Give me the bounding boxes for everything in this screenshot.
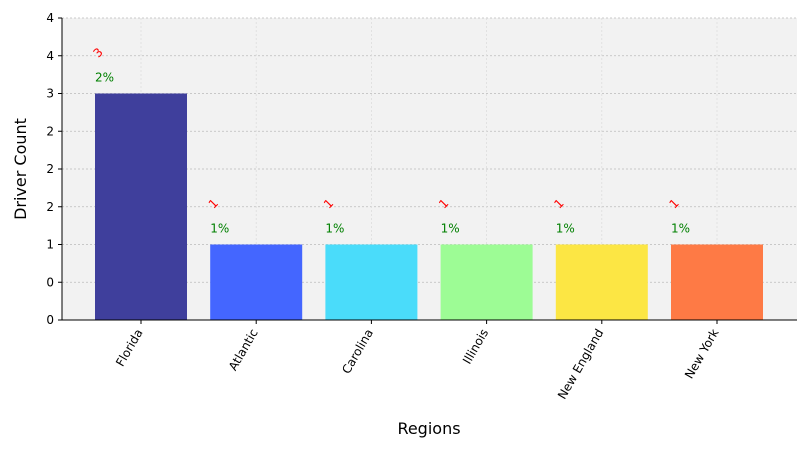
y-tick-label: 4	[46, 11, 54, 25]
x-tick-label: Carolina	[339, 327, 376, 377]
x-tick-label: New England	[555, 327, 606, 402]
y-tick-label: 0	[46, 275, 54, 289]
bar	[95, 93, 187, 320]
bar	[325, 244, 418, 320]
percent-label: 2%	[95, 71, 114, 85]
bar	[671, 244, 763, 320]
percent-label: 1%	[210, 222, 229, 236]
percent-label: 1%	[441, 222, 460, 236]
y-tick-label: 0	[46, 313, 54, 327]
bar	[440, 244, 533, 320]
y-axis-label: Driver Count	[11, 118, 30, 220]
y-tick-label: 2	[46, 124, 54, 138]
x-tick-label: Illinois	[460, 326, 491, 366]
y-tick-label: 4	[46, 49, 54, 63]
y-tick-label: 2	[46, 200, 54, 214]
y-tick-label: 1	[46, 238, 54, 252]
bar	[210, 244, 303, 320]
percent-label: 1%	[671, 222, 690, 236]
x-axis-label: Regions	[397, 419, 460, 438]
x-tick-label: Florida	[113, 327, 146, 369]
x-tick-label: New York	[682, 326, 722, 381]
bar	[555, 244, 648, 320]
x-tick-label: Atlantic	[226, 327, 261, 374]
y-tick-label: 2	[46, 162, 54, 176]
percent-label: 1%	[556, 222, 575, 236]
y-tick-label: 3	[46, 87, 54, 101]
percent-label: 1%	[325, 222, 344, 236]
